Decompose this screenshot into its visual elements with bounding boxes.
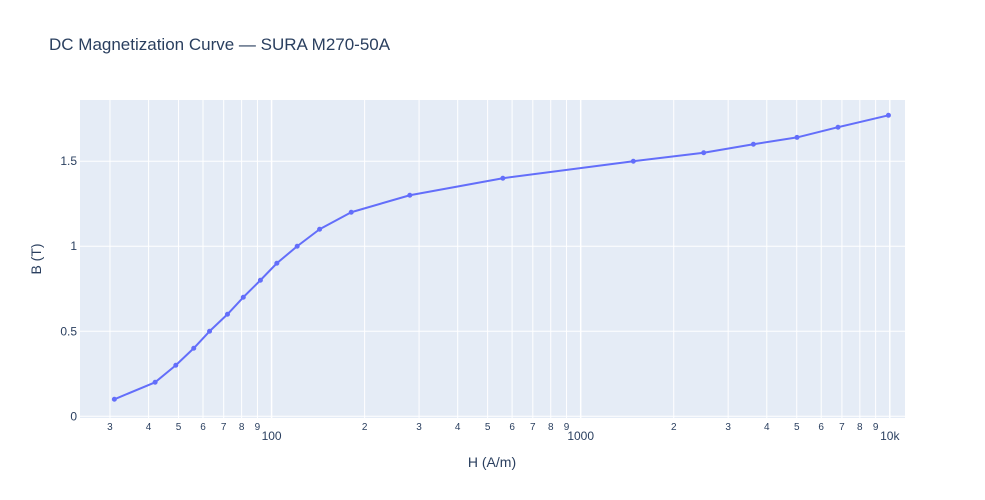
y-tick-label: 1 bbox=[70, 239, 77, 253]
data-point[interactable] bbox=[407, 192, 413, 198]
data-point[interactable] bbox=[317, 226, 323, 232]
data-point[interactable] bbox=[348, 209, 354, 215]
x-tick-label: 3 bbox=[725, 422, 731, 433]
x-tick-label: 4 bbox=[764, 422, 770, 433]
y-axis-ticks: 0 0.5 1 1.5 bbox=[60, 154, 77, 423]
data-point[interactable] bbox=[630, 158, 636, 164]
data-point[interactable] bbox=[240, 294, 246, 300]
data-point[interactable] bbox=[500, 175, 506, 181]
data-point[interactable] bbox=[274, 260, 280, 266]
y-tick-label: 0.5 bbox=[60, 324, 77, 338]
x-tick-label: 3 bbox=[416, 422, 422, 433]
data-point[interactable] bbox=[173, 362, 179, 368]
x-tick-label: 9 bbox=[255, 422, 261, 433]
x-tick-label: 8 bbox=[548, 422, 554, 433]
data-point[interactable] bbox=[224, 311, 230, 317]
y-axis-title: B (T) bbox=[28, 243, 44, 274]
x-tick-label: 7 bbox=[221, 422, 227, 433]
data-point[interactable] bbox=[152, 379, 158, 385]
x-tick-label: 1000 bbox=[567, 429, 594, 443]
data-point[interactable] bbox=[207, 328, 213, 334]
data-point[interactable] bbox=[794, 134, 800, 140]
x-tick-label: 4 bbox=[146, 422, 152, 433]
x-tick-label: 6 bbox=[200, 422, 206, 433]
x-tick-label: 8 bbox=[239, 422, 245, 433]
chart-title: DC Magnetization Curve — SURA M270-50A bbox=[49, 35, 391, 54]
x-axis-title: H (A/m) bbox=[468, 454, 516, 470]
data-point[interactable] bbox=[257, 277, 263, 283]
y-tick-label: 1.5 bbox=[60, 154, 77, 168]
plot-area bbox=[80, 100, 905, 418]
data-point[interactable] bbox=[835, 124, 841, 130]
x-tick-label: 7 bbox=[530, 422, 536, 433]
x-tick-label: 5 bbox=[485, 422, 491, 433]
x-tick-label: 2 bbox=[671, 422, 677, 433]
x-tick-label: 9 bbox=[873, 422, 879, 433]
x-tick-label: 7 bbox=[839, 422, 845, 433]
x-tick-label: 2 bbox=[362, 422, 368, 433]
x-tick-label: 3 bbox=[107, 422, 113, 433]
x-tick-label: 10k bbox=[880, 429, 900, 443]
data-point[interactable] bbox=[111, 396, 117, 402]
y-tick-label: 0 bbox=[70, 409, 77, 423]
x-tick-label: 5 bbox=[794, 422, 800, 433]
x-tick-label: 6 bbox=[509, 422, 515, 433]
x-tick-label: 6 bbox=[818, 422, 824, 433]
x-tick-label: 5 bbox=[176, 422, 182, 433]
data-point[interactable] bbox=[294, 243, 300, 249]
series-line bbox=[113, 114, 889, 401]
x-tick-label: 8 bbox=[857, 422, 863, 433]
grid-lines bbox=[80, 100, 905, 418]
series-group bbox=[111, 112, 891, 402]
data-point[interactable] bbox=[750, 141, 756, 147]
x-tick-label: 4 bbox=[455, 422, 461, 433]
data-point[interactable] bbox=[191, 345, 197, 351]
x-tick-label: 9 bbox=[564, 422, 570, 433]
x-tick-label: 100 bbox=[262, 429, 282, 443]
data-point[interactable] bbox=[885, 112, 891, 118]
data-point[interactable] bbox=[701, 150, 707, 156]
